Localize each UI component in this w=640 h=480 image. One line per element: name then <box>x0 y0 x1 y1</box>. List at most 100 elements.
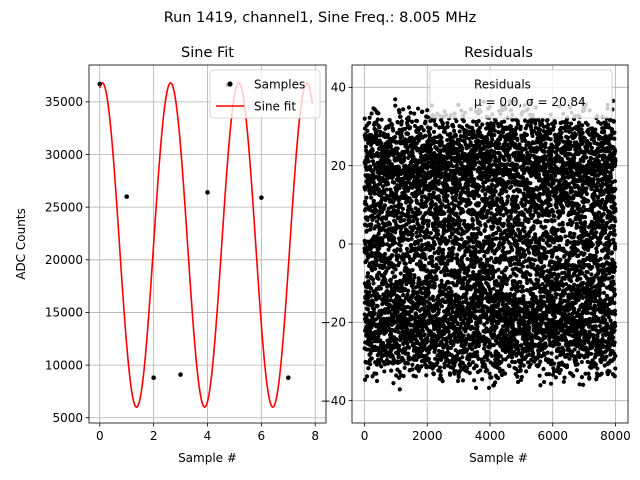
residual-point <box>438 369 443 374</box>
residual-point <box>439 282 444 287</box>
residual-point <box>445 254 450 259</box>
residual-point <box>405 351 411 356</box>
residual-point <box>486 177 491 183</box>
residual-point <box>406 288 411 293</box>
residual-point <box>473 385 479 391</box>
sine-fit-ylabel: ADC Counts <box>14 208 28 280</box>
residual-point <box>454 119 459 124</box>
residual-point <box>373 224 378 229</box>
residual-point <box>375 117 380 122</box>
sample-point <box>285 375 291 381</box>
residual-point <box>405 341 410 346</box>
residual-point <box>382 190 387 196</box>
residual-point <box>417 301 422 306</box>
residual-point <box>379 117 384 122</box>
residual-point <box>370 159 376 164</box>
residual-point <box>391 356 396 362</box>
residual-point <box>385 182 391 187</box>
sine-fit-xtick-label: 6 <box>258 429 266 443</box>
residual-point <box>369 195 374 200</box>
residual-point <box>384 269 389 274</box>
residual-point <box>436 265 441 271</box>
residual-point <box>455 321 460 327</box>
residual-point <box>405 199 410 204</box>
residual-point <box>392 204 397 209</box>
residual-point <box>448 286 453 291</box>
residual-point <box>445 124 450 130</box>
sine-fit-ytick-label: 25000 <box>45 200 83 214</box>
residual-point <box>381 242 386 247</box>
residual-point <box>425 230 430 235</box>
residual-point <box>389 282 395 287</box>
residual-point <box>394 188 399 193</box>
residuals-plot-area <box>362 97 618 392</box>
residual-point <box>478 223 483 228</box>
residual-point <box>461 209 466 214</box>
residual-point <box>397 110 402 115</box>
residual-point <box>448 161 453 166</box>
residual-point <box>436 178 441 184</box>
residual-point <box>447 372 453 377</box>
residual-point <box>400 206 405 211</box>
residual-point <box>405 188 410 193</box>
residual-point <box>401 257 406 262</box>
residual-point <box>449 345 454 350</box>
residual-point <box>511 194 516 199</box>
residual-point <box>470 360 476 365</box>
sine-fit-panel: Sine Fit 0 2 4 6 850001000015000200002500030… <box>14 45 327 465</box>
residual-point <box>429 147 434 152</box>
residual-point <box>423 311 428 316</box>
residual-point <box>504 281 509 287</box>
residual-point <box>410 232 415 237</box>
residual-point <box>451 217 456 222</box>
residual-point <box>411 280 416 286</box>
residual-point <box>510 247 515 252</box>
residual-point <box>409 242 414 248</box>
residual-point <box>386 175 391 180</box>
residual-point <box>369 356 374 361</box>
residual-point <box>368 286 373 291</box>
legend-samples-marker <box>227 81 233 87</box>
residual-point <box>392 240 398 245</box>
residual-point <box>476 193 482 199</box>
residual-point <box>504 265 509 270</box>
residual-point <box>415 290 421 295</box>
residual-point <box>376 111 381 116</box>
residual-point <box>445 120 450 126</box>
residual-point <box>509 184 514 189</box>
residual-point <box>465 347 470 352</box>
residual-point <box>487 371 492 376</box>
residual-point <box>508 262 514 267</box>
residual-point <box>496 245 502 251</box>
residual-point <box>376 276 381 281</box>
sine-fit-title: Sine Fit <box>181 45 234 61</box>
residual-point <box>507 364 512 369</box>
residual-point <box>460 355 465 360</box>
residual-point <box>393 97 398 102</box>
residual-point <box>487 174 492 179</box>
residual-point <box>374 134 379 139</box>
residual-point <box>363 206 368 212</box>
residual-point <box>397 185 402 190</box>
residual-point <box>474 122 479 127</box>
residual-point <box>413 374 419 379</box>
residual-point <box>450 251 455 257</box>
residual-point <box>485 357 490 362</box>
residual-point <box>397 260 402 265</box>
residual-point <box>395 120 400 125</box>
residual-point <box>487 234 492 239</box>
residual-point <box>410 267 415 273</box>
residual-point <box>375 291 380 296</box>
residual-point <box>515 137 520 143</box>
residual-point <box>427 296 432 301</box>
residual-point <box>446 202 451 207</box>
sine-fit-ytick-label: 10000 <box>45 358 83 372</box>
residual-point <box>397 295 402 300</box>
residual-point <box>389 122 395 127</box>
residual-point <box>443 287 449 292</box>
residual-point <box>364 202 369 207</box>
residual-point <box>502 119 507 124</box>
residual-point <box>374 208 379 213</box>
residual-point <box>500 299 506 304</box>
